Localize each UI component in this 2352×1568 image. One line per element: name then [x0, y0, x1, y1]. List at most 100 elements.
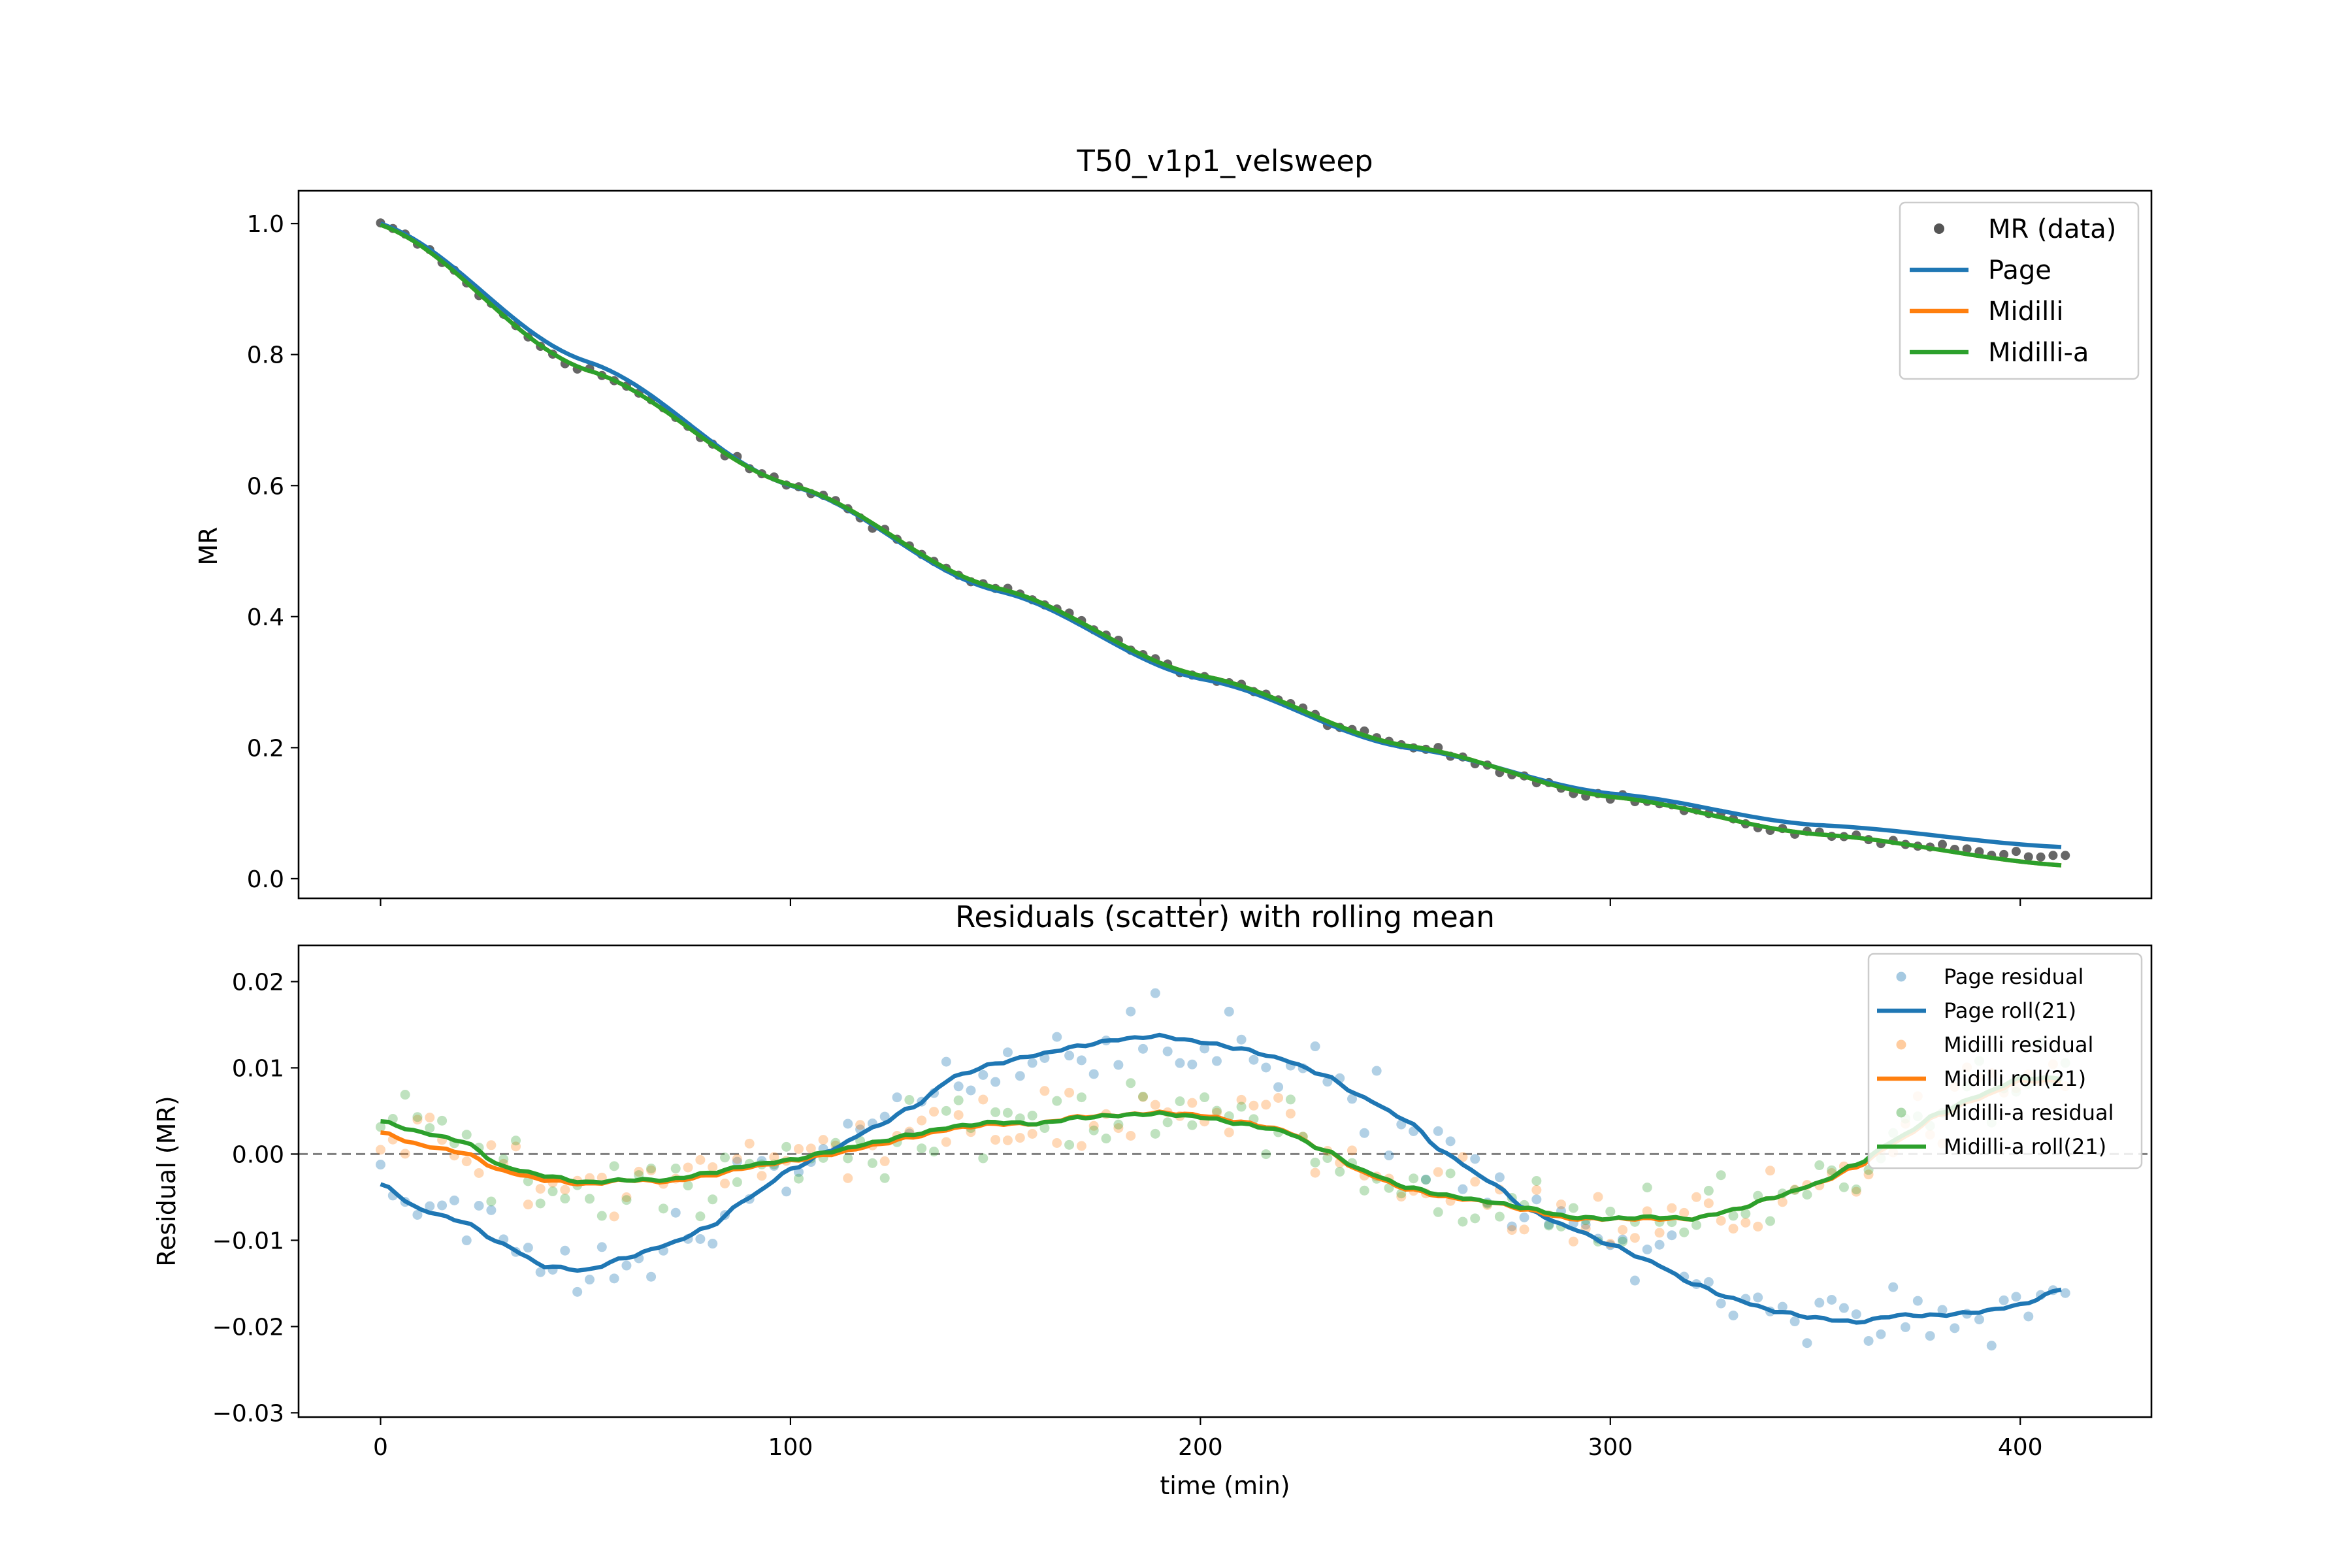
top-legend: MR (data) Page Midilli Midilli-a — [1899, 201, 2140, 380]
midilli-residual-point — [941, 1137, 951, 1147]
midilli-residual-point — [818, 1135, 828, 1145]
midilli-a-residual-point — [1716, 1170, 1726, 1181]
page-residual-point — [375, 1160, 385, 1170]
page-residual-point — [449, 1195, 459, 1205]
midilli-residual-point — [646, 1165, 657, 1175]
mr-data-point — [2048, 851, 2058, 860]
mr-data-point — [1938, 840, 1948, 849]
midilli-residual-point — [1002, 1135, 1013, 1145]
midilli-residual-point — [1347, 1145, 1358, 1156]
page-residual-point — [843, 1119, 853, 1129]
top-data — [376, 218, 2070, 868]
page-residual-point — [1113, 1060, 1124, 1070]
bottom-data — [299, 988, 2151, 1351]
midilli-a-residual-point — [535, 1198, 546, 1209]
midilli-residual-point — [1863, 1169, 1874, 1180]
midilli-residual-point — [708, 1162, 718, 1172]
midilli-a-residual-point — [1138, 1091, 1149, 1102]
page-residual-point — [990, 1077, 1001, 1087]
midilli-residual-point — [1507, 1225, 1517, 1235]
midilli-a-residual-point — [547, 1186, 558, 1197]
midilli-residual-point — [1261, 1100, 1271, 1110]
page-residual-point — [1667, 1230, 1677, 1241]
page-residual-point — [596, 1242, 607, 1252]
page-residual-point — [1470, 1154, 1480, 1164]
top-ticks: 0.0 0.2 0.4 0.6 0.8 1.0 — [247, 211, 2021, 906]
midilli-residual-point — [1187, 1098, 1198, 1108]
midilli-a-residual-point — [879, 1173, 890, 1183]
midilli-residual-point — [1126, 1130, 1136, 1141]
page-residual-point — [1445, 1136, 1456, 1147]
midilli-a-residual-point — [400, 1090, 410, 1100]
bottom-x-tick-label: 100 — [768, 1434, 813, 1461]
page-residual-point — [1838, 1303, 1849, 1313]
page-residual-point — [1802, 1338, 1812, 1348]
legend-label: Midilli-a residual — [1944, 1100, 2114, 1125]
midilli-a-residual-point — [1827, 1165, 1837, 1175]
midilli-residual-point — [1851, 1186, 1861, 1197]
midilli-residual-point — [1310, 1168, 1320, 1178]
midilli-a-residual-point — [720, 1152, 730, 1163]
page-residual-point — [1912, 1296, 1923, 1306]
page-residual-point — [708, 1239, 718, 1249]
midilli-a-residual-point — [990, 1107, 1001, 1117]
midilli-a-residual-point — [1064, 1139, 1075, 1150]
top-legend-box — [1899, 201, 2140, 380]
legend-label: MR (data) — [1988, 214, 2116, 244]
midilli-a-residual-point — [917, 1143, 927, 1154]
midilli-residual-point — [1113, 1123, 1124, 1134]
top-y-tick-label: 0.4 — [247, 604, 284, 631]
midilli-a-residual-point — [1618, 1236, 1628, 1247]
page-residual-point — [1986, 1341, 1997, 1351]
midilli-a-residual-point — [658, 1203, 668, 1214]
midilli-a-residual-point — [1039, 1123, 1050, 1134]
midilli-a-residual-point — [941, 1105, 951, 1116]
midilli-residual-point — [1470, 1177, 1480, 1187]
midilli-a-residual-point — [1470, 1213, 1480, 1224]
page-residual-point — [941, 1056, 951, 1067]
page-residual-point — [523, 1243, 533, 1253]
midilli-residual-point — [1433, 1167, 1443, 1177]
midilli-residual-point — [1667, 1203, 1677, 1213]
midilli-a-residual-point — [1802, 1190, 1812, 1200]
page-residual-point — [1002, 1047, 1013, 1058]
page-residual-point — [1618, 1234, 1628, 1245]
page-residual-point — [892, 1092, 902, 1103]
midilli-a-residual-point — [1200, 1092, 1210, 1103]
midilli-residual-point — [1249, 1100, 1259, 1111]
midilli-residual-point — [400, 1149, 410, 1159]
page-residual-point — [1076, 1055, 1086, 1066]
page-residual-point — [412, 1209, 423, 1220]
midilli-a-residual-point — [609, 1161, 619, 1171]
midilli-a-residual-point — [1409, 1173, 1419, 1184]
legend-label: Midilli-a — [1988, 338, 2089, 368]
midilli-residual-point — [990, 1135, 1001, 1145]
midilli-residual-point — [412, 1115, 423, 1125]
midilli-residual-point — [1236, 1094, 1247, 1105]
page-residual-point — [486, 1205, 497, 1215]
mr-data-point — [2011, 847, 2021, 857]
page-residual-point — [1888, 1282, 1899, 1292]
page-residual-point — [1654, 1239, 1665, 1250]
page-residual-point — [1236, 1034, 1247, 1045]
midilli-residual-point — [523, 1200, 533, 1210]
page-residual-point — [1925, 1331, 1935, 1341]
page-residual-point — [1777, 1301, 1788, 1312]
midilli-a-rolling-mean-line — [380, 1075, 2062, 1222]
page-residual-point — [1494, 1172, 1505, 1183]
midilli-a-residual-point — [1150, 1128, 1160, 1139]
midilli-a-residual-point — [646, 1163, 657, 1173]
page-residual-point — [1224, 1006, 1234, 1017]
midilli-a-residual-point — [670, 1164, 681, 1174]
midilli-residual-point — [966, 1127, 976, 1137]
midilli-a-residual-point — [953, 1095, 964, 1105]
page-residual-point — [695, 1233, 706, 1244]
top-y-tick-label: 0.2 — [247, 735, 284, 762]
page-residual-point — [535, 1267, 546, 1277]
page-residual-point — [1175, 1058, 1185, 1068]
midilli-a-residual-point — [1052, 1096, 1062, 1106]
midilli-residual-point — [1654, 1228, 1665, 1238]
page-residual-point — [1876, 1329, 1886, 1339]
midilli-a-residual-point — [1544, 1220, 1554, 1231]
page-fit-line — [380, 221, 2062, 849]
